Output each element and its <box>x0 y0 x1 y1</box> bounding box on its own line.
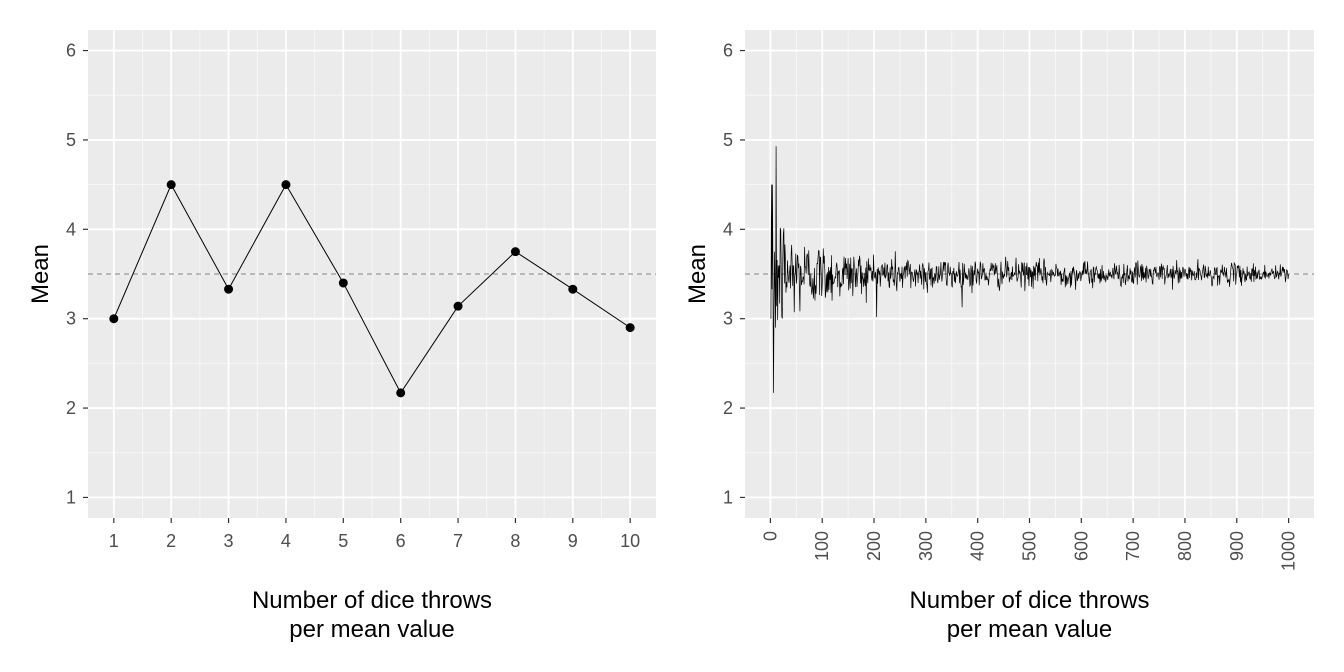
left-y-tick-label: 2 <box>66 398 76 418</box>
left-x-tick-label: 10 <box>620 531 640 551</box>
left-data-point <box>224 284 234 294</box>
left-chart: 1 2 3 4 5 6 1 2 3 4 5 6 7 8 9 10 Mean Number of dice t… <box>27 30 656 643</box>
right-y-tick-label: 3 <box>723 309 733 329</box>
left-x-axis-title-line2: per mean value <box>289 616 454 643</box>
left-y-axis-ticks: 1 2 3 4 5 6 <box>66 41 88 507</box>
left-y-tick-label: 6 <box>66 41 76 61</box>
left-y-tick-label: 5 <box>66 130 76 150</box>
left-y-tick-label: 1 <box>66 487 76 507</box>
left-x-tick-label: 6 <box>396 531 406 551</box>
left-y-tick-label: 3 <box>66 309 76 329</box>
left-x-tick-label: 3 <box>224 531 234 551</box>
right-y-axis-ticks: 1 2 3 4 5 6 <box>723 41 745 507</box>
right-x-tick-label: 200 <box>864 531 884 561</box>
right-x-tick-label: 100 <box>812 531 832 561</box>
right-x-tick-label: 800 <box>1175 531 1195 561</box>
left-data-point <box>625 323 635 333</box>
left-data-point <box>166 180 176 190</box>
right-x-tick-label: 900 <box>1227 531 1247 561</box>
right-x-tick-label: 300 <box>916 531 936 561</box>
right-y-tick-label: 6 <box>723 41 733 61</box>
left-x-tick-label: 2 <box>166 531 176 551</box>
right-x-tick-label: 1000 <box>1279 531 1299 571</box>
left-x-tick-label: 8 <box>510 531 520 551</box>
left-data-point <box>109 314 119 324</box>
right-y-tick-label: 4 <box>723 219 733 239</box>
right-x-axis-ticks: 0 100 200 300 400 500 600 700 800 900 1000 <box>760 518 1299 571</box>
left-x-tick-label: 9 <box>568 531 578 551</box>
left-x-tick-label: 5 <box>338 531 348 551</box>
right-y-tick-label: 5 <box>723 130 733 150</box>
right-x-axis-title-line2: per mean value <box>947 616 1112 643</box>
right-x-tick-label: 400 <box>968 531 988 561</box>
left-data-point <box>338 278 348 288</box>
right-x-axis-title-line1: Number of dice throws <box>909 587 1149 614</box>
left-data-point <box>510 247 520 257</box>
left-data-point <box>396 388 406 398</box>
left-x-tick-label: 7 <box>453 531 463 551</box>
right-y-tick-label: 2 <box>723 398 733 418</box>
left-x-axis-ticks: 1 2 3 4 5 6 7 8 9 10 <box>109 518 640 551</box>
left-y-tick-label: 4 <box>66 219 76 239</box>
right-x-tick-label: 700 <box>1123 531 1143 561</box>
left-data-points <box>109 180 635 398</box>
right-x-tick-label: 0 <box>760 531 780 541</box>
right-y-tick-label: 1 <box>723 487 733 507</box>
left-y-axis-title: Mean <box>27 244 54 304</box>
left-data-point <box>453 301 463 311</box>
right-x-tick-label: 500 <box>1020 531 1040 561</box>
left-data-point <box>281 180 291 190</box>
left-x-tick-label: 1 <box>109 531 119 551</box>
right-x-tick-label: 600 <box>1071 531 1091 561</box>
left-x-axis-title-line1: Number of dice throws <box>252 587 492 614</box>
right-y-axis-title: Mean <box>684 244 711 304</box>
left-data-point <box>568 284 578 294</box>
right-mean-line <box>770 146 1289 393</box>
left-x-tick-label: 4 <box>281 531 291 551</box>
left-mean-line <box>113 183 631 394</box>
